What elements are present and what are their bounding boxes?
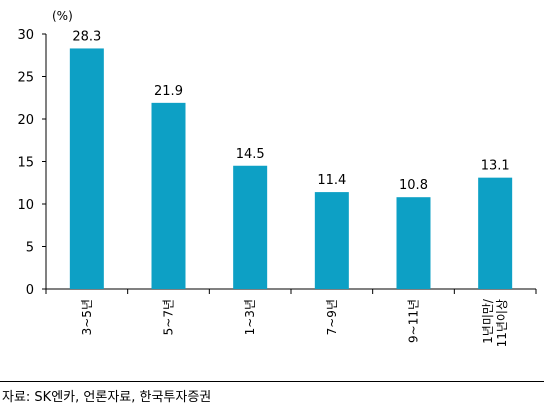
bar xyxy=(151,102,186,289)
category-label: 1~3년 xyxy=(243,299,257,335)
category-label: 11년이상 xyxy=(495,299,509,347)
bar xyxy=(69,48,104,290)
bar-chart: 0 5 10 15 20 25 30 (%) 28.3 3~5년 21.9 5~7년 14.5 1~3년 1… xyxy=(17,9,537,347)
bar-value-label: 14.5 xyxy=(236,147,265,162)
source-divider xyxy=(0,381,544,382)
bar-value-label: 10.8 xyxy=(399,178,428,193)
bar-value-label: 11.4 xyxy=(317,173,346,188)
category-label: 3~5년 xyxy=(80,299,94,335)
y-tick-label: 30 xyxy=(17,28,34,43)
y-tick-label: 20 xyxy=(17,113,34,128)
bar xyxy=(396,197,431,289)
y-unit-label: (%) xyxy=(52,9,73,23)
y-tick-label: 5 xyxy=(26,241,34,256)
y-tick-label: 0 xyxy=(26,283,34,298)
y-tick-label: 10 xyxy=(17,198,34,213)
bar-value-label: 13.1 xyxy=(481,159,510,174)
bar xyxy=(233,165,268,289)
category-label: 5~7년 xyxy=(162,299,176,335)
bar-value-label: 28.3 xyxy=(72,29,101,44)
category-label: 9~11년 xyxy=(407,299,421,343)
bar xyxy=(478,177,513,289)
y-tick-label: 15 xyxy=(17,156,34,171)
bar-value-label: 21.9 xyxy=(154,84,183,99)
bar xyxy=(314,192,349,289)
y-tick-label: 25 xyxy=(17,71,34,86)
category-label: 7~9년 xyxy=(325,299,339,335)
source-note: 자료: SK엔카, 언론자료, 한국투자증권 xyxy=(2,390,212,405)
category-label: 1년미만/ xyxy=(481,298,495,344)
